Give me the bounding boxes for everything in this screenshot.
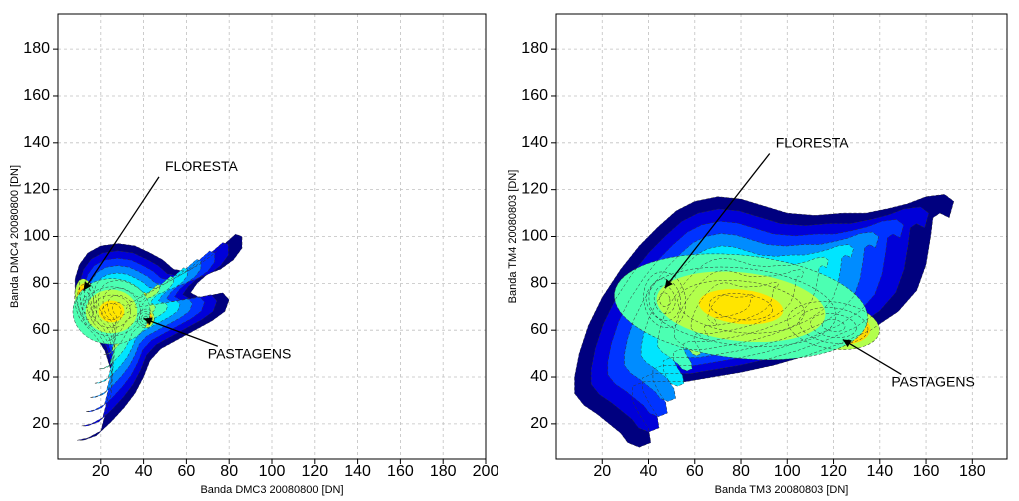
x-tick-label: 60 — [178, 463, 196, 480]
y-tick-label: 140 — [23, 134, 50, 151]
y-tick-label: 80 — [530, 274, 548, 291]
x-tick-label: 180 — [959, 463, 986, 480]
annotation-text: FLORESTA — [776, 135, 850, 151]
y-tick-label: 100 — [521, 228, 548, 245]
x-tick-label: 80 — [220, 463, 238, 480]
y-tick-label: 80 — [32, 274, 50, 291]
x-tick-label: 140 — [866, 463, 893, 480]
x-tick-label: 120 — [820, 463, 847, 480]
x-tick-label: 100 — [259, 463, 286, 480]
y-tick-label: 20 — [32, 415, 50, 432]
y-tick-label: 40 — [32, 368, 50, 385]
y-tick-label: 180 — [23, 40, 50, 57]
y-tick-label: 120 — [521, 181, 548, 198]
y-tick-label: 60 — [32, 321, 50, 338]
y-tick-label: 100 — [23, 228, 50, 245]
x-tick-label: 100 — [774, 463, 801, 480]
y-tick-label: 180 — [521, 40, 548, 57]
x-tick-label: 40 — [640, 463, 658, 480]
y-tick-label: 40 — [530, 368, 548, 385]
x-tick-label: 120 — [301, 463, 328, 480]
left-panel: 20 40 60 80 100 120 140 160 180 200 20 40 60 80 100 120… — [0, 0, 498, 501]
y-tick-label: 120 — [23, 181, 50, 198]
x-axis-label: Banda TM3 20080803 [DN] — [715, 484, 849, 496]
y-axis-label: Banda TM4 20080803 [DN] — [507, 170, 519, 304]
x-tick-label: 140 — [344, 463, 371, 480]
x-tick-label: 180 — [430, 463, 457, 480]
y-tick-label: 140 — [521, 134, 548, 151]
annotation-text: FLORESTA — [165, 158, 239, 174]
x-tick-label: 20 — [593, 463, 611, 480]
y-tick-label: 60 — [530, 321, 548, 338]
dual-density-plot: 20 40 60 80 100 120 140 160 180 200 20 40 60 80 100 120… — [0, 0, 1019, 501]
x-tick-label: 160 — [913, 463, 940, 480]
y-axis-label: Banda DMC4 20080800 [DN] — [9, 165, 21, 308]
y-tick-label: 160 — [23, 87, 50, 104]
y-tick-label: 20 — [530, 415, 548, 432]
x-axis-label: Banda DMC3 20080800 [DN] — [200, 484, 343, 496]
right-panel: 20 40 60 80 100 120 140 160 180 20 40 60 80 100 120 140… — [498, 0, 1019, 501]
x-tick-label: 200 — [473, 463, 498, 480]
annotation-text: PASTAGENS — [891, 373, 975, 389]
x-tick-label: 20 — [92, 463, 110, 480]
y-tick-label: 160 — [521, 87, 548, 104]
x-tick-label: 60 — [686, 463, 704, 480]
annotation-text: PASTAGENS — [208, 345, 292, 361]
x-tick-label: 160 — [387, 463, 414, 480]
x-tick-label: 40 — [135, 463, 153, 480]
x-tick-label: 80 — [732, 463, 750, 480]
